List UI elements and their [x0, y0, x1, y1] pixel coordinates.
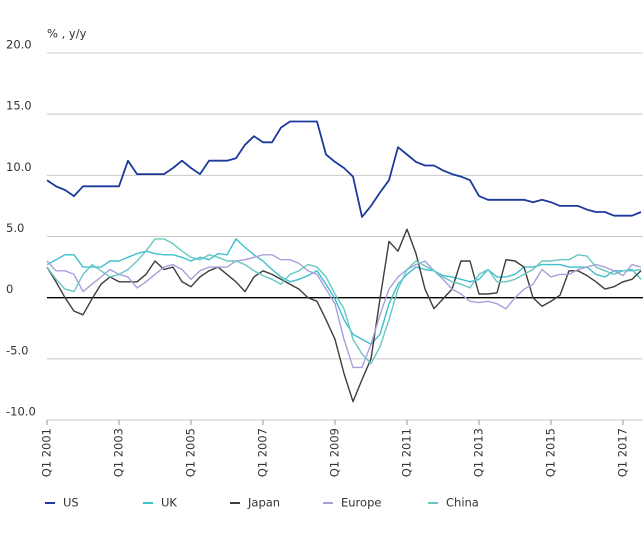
series-line [46, 228, 642, 403]
y-tick-label: -5.0 [6, 343, 28, 357]
x-tick-label: Q1 2003 [112, 428, 126, 477]
series-line [46, 120, 642, 218]
y-tick-label: 5.0 [6, 221, 24, 235]
series-line [46, 238, 642, 345]
x-tick-label: Q1 2001 [40, 428, 54, 477]
legend-item: UK [143, 496, 177, 510]
legend-item: US [45, 496, 79, 510]
legend-item: Japan [230, 496, 280, 510]
series-line [46, 254, 642, 369]
y-axis-label: % , y/y [47, 27, 87, 41]
y-tick-label: 15.0 [6, 99, 32, 113]
y-tick-label: 10.0 [6, 160, 32, 174]
legend-item: Europe [323, 496, 381, 510]
y-tick-label: -10.0 [6, 405, 36, 419]
y-tick-label: 0 [6, 282, 13, 296]
legend-label: US [63, 496, 79, 510]
legend-label: China [446, 496, 479, 510]
legend-label: UK [161, 496, 177, 510]
x-tick-label: Q1 2007 [256, 428, 270, 477]
x-tick-label: Q1 2011 [400, 428, 414, 477]
x-tick-label: Q1 2013 [472, 428, 486, 477]
x-tick-label: Q1 2005 [184, 428, 198, 477]
y-tick-label: 20.0 [6, 38, 32, 52]
x-tick-label: Q1 2015 [544, 428, 558, 477]
series-line [46, 238, 642, 365]
legend-item: China [428, 496, 479, 510]
legend-label: Japan [247, 496, 280, 510]
legend-label: Europe [341, 496, 381, 510]
x-tick-label: Q1 2009 [328, 428, 342, 477]
x-tick-label: Q1 2017 [616, 428, 630, 477]
